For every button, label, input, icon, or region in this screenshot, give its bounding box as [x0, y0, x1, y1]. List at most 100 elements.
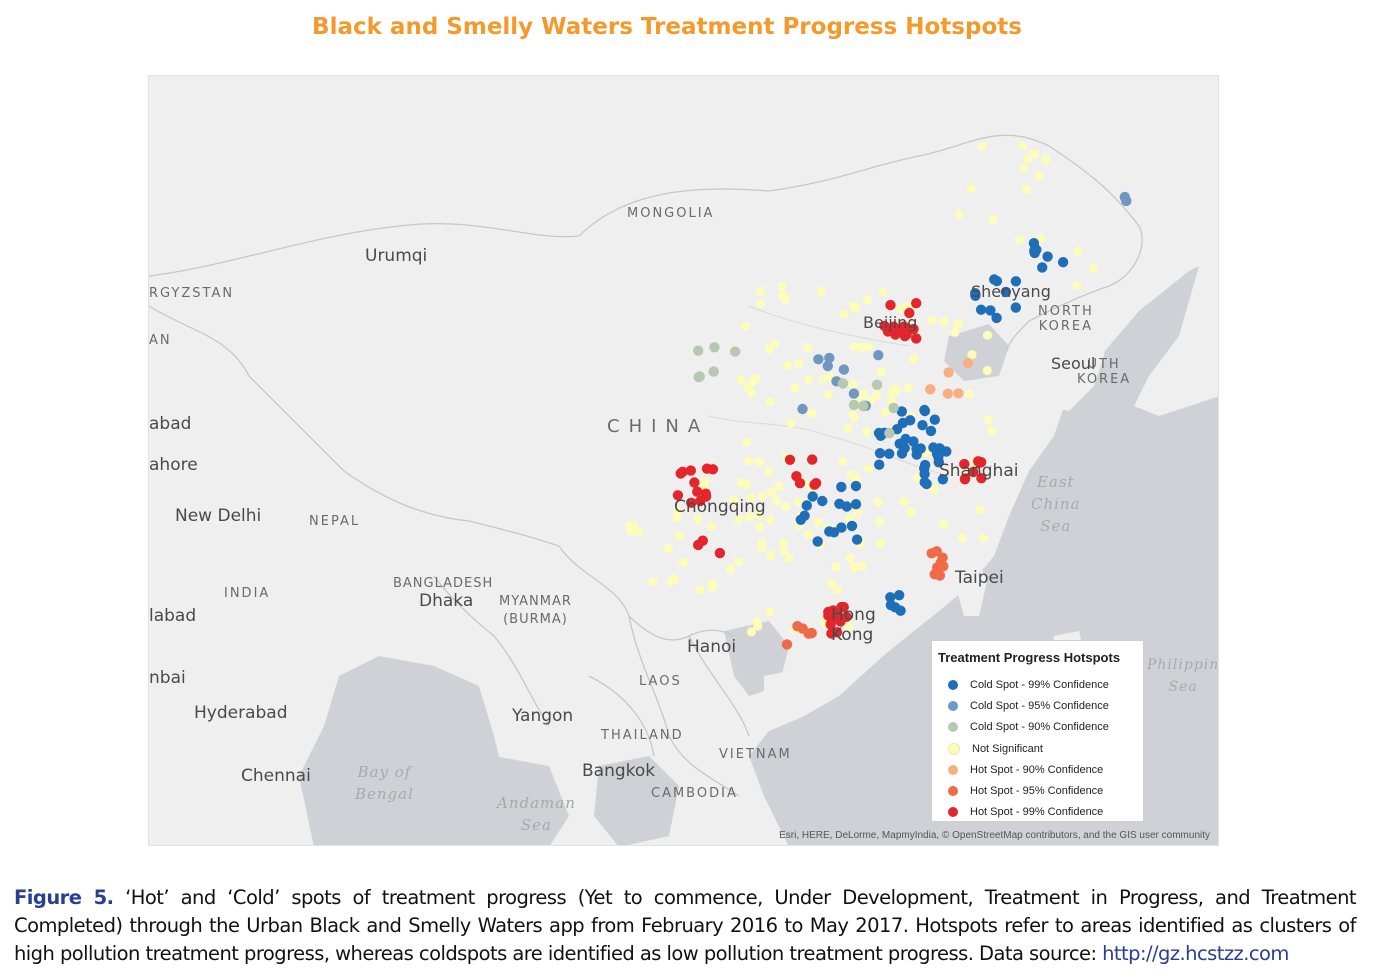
hotspot-point — [890, 602, 901, 613]
hotspot-point — [1000, 286, 1012, 298]
hotspot-point — [831, 562, 841, 572]
hotspot-point — [664, 544, 674, 554]
map-label-andaman-sea: Andaman Sea — [497, 794, 576, 834]
hotspot-point — [672, 512, 682, 523]
hotspot-point — [896, 303, 906, 314]
hotspot-point — [689, 477, 700, 488]
hotspot-point — [774, 482, 784, 492]
hotspot-point — [927, 315, 937, 325]
hotspot-point — [1018, 141, 1028, 152]
hotspot-point — [909, 354, 919, 364]
hotspot-point — [932, 562, 943, 573]
hotspot-point — [926, 548, 937, 559]
legend-label: Not Significant — [972, 742, 1043, 755]
hotspot-point — [850, 480, 862, 492]
hotspot-point — [848, 379, 858, 389]
hotspot-map[interactable]: MONGOLIA Urumqi RGYZSTAN AN CHINA abad a… — [148, 75, 1219, 846]
hotspot-point — [803, 530, 813, 540]
bohai-sea — [944, 324, 1009, 381]
hainan — [764, 671, 797, 704]
map-label-chennai: Chennai — [241, 766, 311, 786]
hotspot-point — [734, 514, 744, 525]
map-label-abad: abad — [149, 414, 192, 434]
hotspot-point — [746, 627, 757, 637]
hotspot-point — [1088, 263, 1099, 273]
hotspot-point — [742, 437, 752, 447]
hotspot-point — [851, 534, 863, 545]
hotspot-point — [874, 448, 886, 459]
hotspot-point — [794, 497, 804, 507]
hotspot-point — [813, 517, 824, 527]
hotspot-point — [756, 543, 767, 553]
hotspot-point — [829, 613, 841, 624]
hotspot-point — [836, 481, 847, 493]
hotspot-point — [968, 466, 979, 478]
hotspot-point — [836, 522, 847, 533]
hotspot-point — [932, 447, 944, 458]
hotspot-point — [843, 424, 853, 434]
hotspot-point — [807, 454, 818, 465]
hotspot-point — [823, 389, 834, 400]
caption-data-source-link[interactable]: http://gz.hcstzz.com — [1102, 942, 1289, 965]
hotspot-point — [988, 214, 998, 224]
hotspot-point — [978, 533, 988, 543]
hotspot-point — [925, 384, 936, 395]
hotspot-point — [706, 521, 716, 531]
hotspot-point — [890, 329, 901, 340]
hotspot-point — [911, 443, 922, 454]
hotspot-point — [939, 316, 950, 327]
map-label-philippine-sea: Philippin Sea — [1147, 657, 1219, 695]
hotspot-point — [846, 470, 856, 480]
hotspot-point — [933, 457, 944, 468]
hotspot-point — [807, 491, 818, 502]
hotspot-point — [977, 141, 988, 151]
hotspot-point — [1019, 163, 1029, 173]
hotspot-point — [784, 454, 796, 465]
hotspot-point — [874, 517, 885, 527]
hotspot-point — [982, 365, 992, 376]
legend-item: Not Significant — [938, 738, 1143, 759]
map-label-hyderabad: Hyderabad — [194, 703, 288, 723]
hotspot-point — [836, 601, 847, 613]
legend-swatch — [948, 764, 958, 775]
hotspot-point — [904, 383, 914, 393]
hotspot-point — [911, 298, 922, 309]
map-label-shenyang: Shenyang — [971, 282, 1051, 301]
hotspot-point — [853, 508, 863, 518]
map-label-taipei: Taipei — [955, 568, 1004, 588]
hotspot-point — [701, 463, 713, 474]
map-label-beijing: Beijing — [863, 313, 918, 332]
map-legend: Treatment Progress Hotspots Cold Spot - … — [931, 640, 1144, 822]
hotspot-point — [822, 360, 833, 372]
hotspot-point — [934, 570, 946, 581]
hotspot-point — [1042, 251, 1053, 262]
hotspot-point — [700, 488, 711, 499]
hotspot-point — [1073, 246, 1083, 256]
hotspot-point — [838, 364, 850, 375]
legend-item: Cold Spot - 95% Confidence — [938, 695, 1143, 716]
map-label-mbai: nbai — [149, 668, 186, 688]
legend-swatch — [948, 722, 958, 733]
legend-label: Cold Spot - 99% Confidence — [970, 678, 1109, 691]
hotspot-point — [730, 346, 741, 357]
hotspot-point — [778, 537, 788, 547]
hotspot-point — [884, 448, 895, 459]
hotspot-point — [894, 590, 905, 601]
hotspot-point — [989, 274, 1000, 285]
hotspot-point — [917, 420, 928, 431]
map-label-east-china-sea: East China Sea — [1031, 473, 1081, 535]
hotspot-point — [937, 474, 949, 485]
hotspot-point — [904, 307, 915, 319]
map-label-bangladesh: BANGLADESH — [393, 576, 494, 591]
legend-title: Treatment Progress Hotspots — [938, 650, 1121, 665]
hotspot-point — [816, 287, 826, 297]
hotspot-point — [837, 456, 847, 466]
hotspot-point — [975, 304, 987, 315]
legend-item: Cold Spot - 99% Confidence — [938, 674, 1143, 695]
hotspot-point — [672, 490, 684, 501]
map-attribution: Esri, HERE, DeLorme, MapmyIndia, © OpenS… — [779, 830, 1210, 841]
hotspot-point — [754, 510, 764, 520]
hotspot-point — [824, 352, 835, 364]
hotspot-point — [848, 388, 860, 399]
map-label-vietnam: VIETNAM — [719, 747, 792, 762]
